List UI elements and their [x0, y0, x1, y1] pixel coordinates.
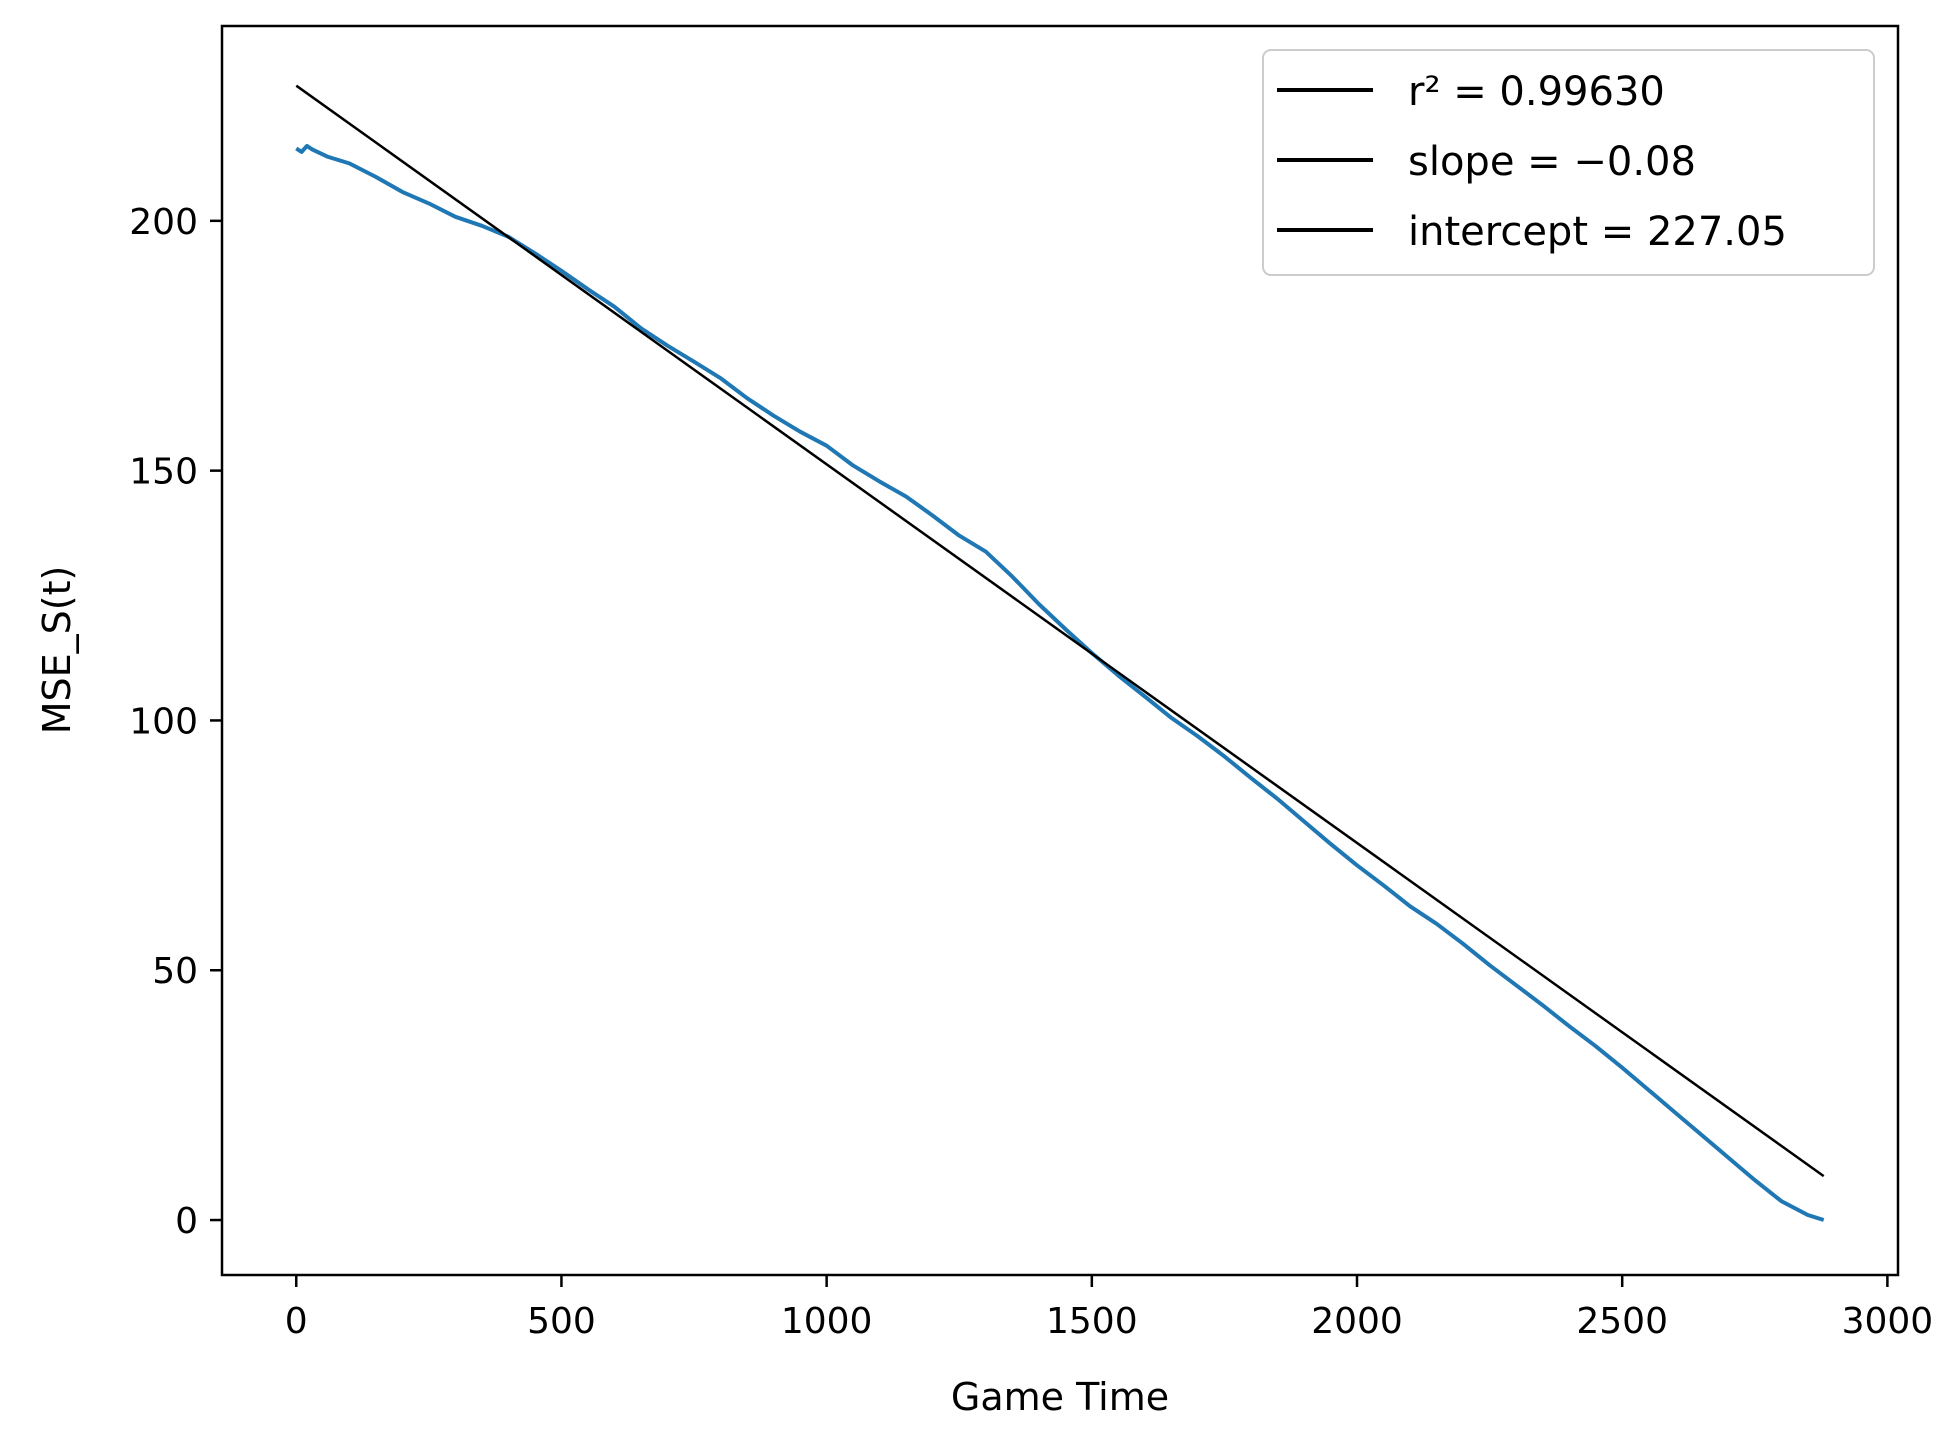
x-tick-label: 2500	[1576, 1301, 1668, 1342]
x-tick-label: 1500	[1046, 1301, 1138, 1342]
x-tick-label: 3000	[1842, 1301, 1934, 1342]
y-tick-label: 50	[152, 951, 198, 992]
x-tick-label: 500	[527, 1301, 596, 1342]
series-layer	[295, 84, 1825, 1222]
x-tick-label: 0	[285, 1301, 308, 1342]
y-axis-label: MSE_S(t)	[35, 566, 79, 735]
x-axis-label: Game Time	[951, 1375, 1169, 1419]
legend-label-slope: slope = −0.08	[1408, 139, 1696, 185]
y-tick-label: 200	[129, 202, 198, 243]
data-series-line	[295, 143, 1825, 1222]
y-tick-label: 150	[129, 452, 198, 493]
x-axis: 0 500 1000 1500 2000 2500 3000	[285, 1275, 1933, 1342]
y-tick-label: 0	[175, 1201, 198, 1242]
legend-label-r2: r² = 0.99630	[1408, 69, 1665, 115]
legend-box	[1262, 49, 1875, 276]
plot-frame	[220, 24, 1900, 1277]
legend: r² = 0.99630 slope = −0.08 intercept = 2…	[1262, 49, 1875, 276]
fit-line	[295, 84, 1825, 1178]
x-tick-label: 1000	[781, 1301, 873, 1342]
x-tick-label: 2000	[1311, 1301, 1403, 1342]
y-tick-label: 100	[129, 701, 198, 742]
y-axis: 0 50 100 150 200	[129, 202, 222, 1242]
legend-label-intercept: intercept = 227.05	[1408, 209, 1787, 255]
